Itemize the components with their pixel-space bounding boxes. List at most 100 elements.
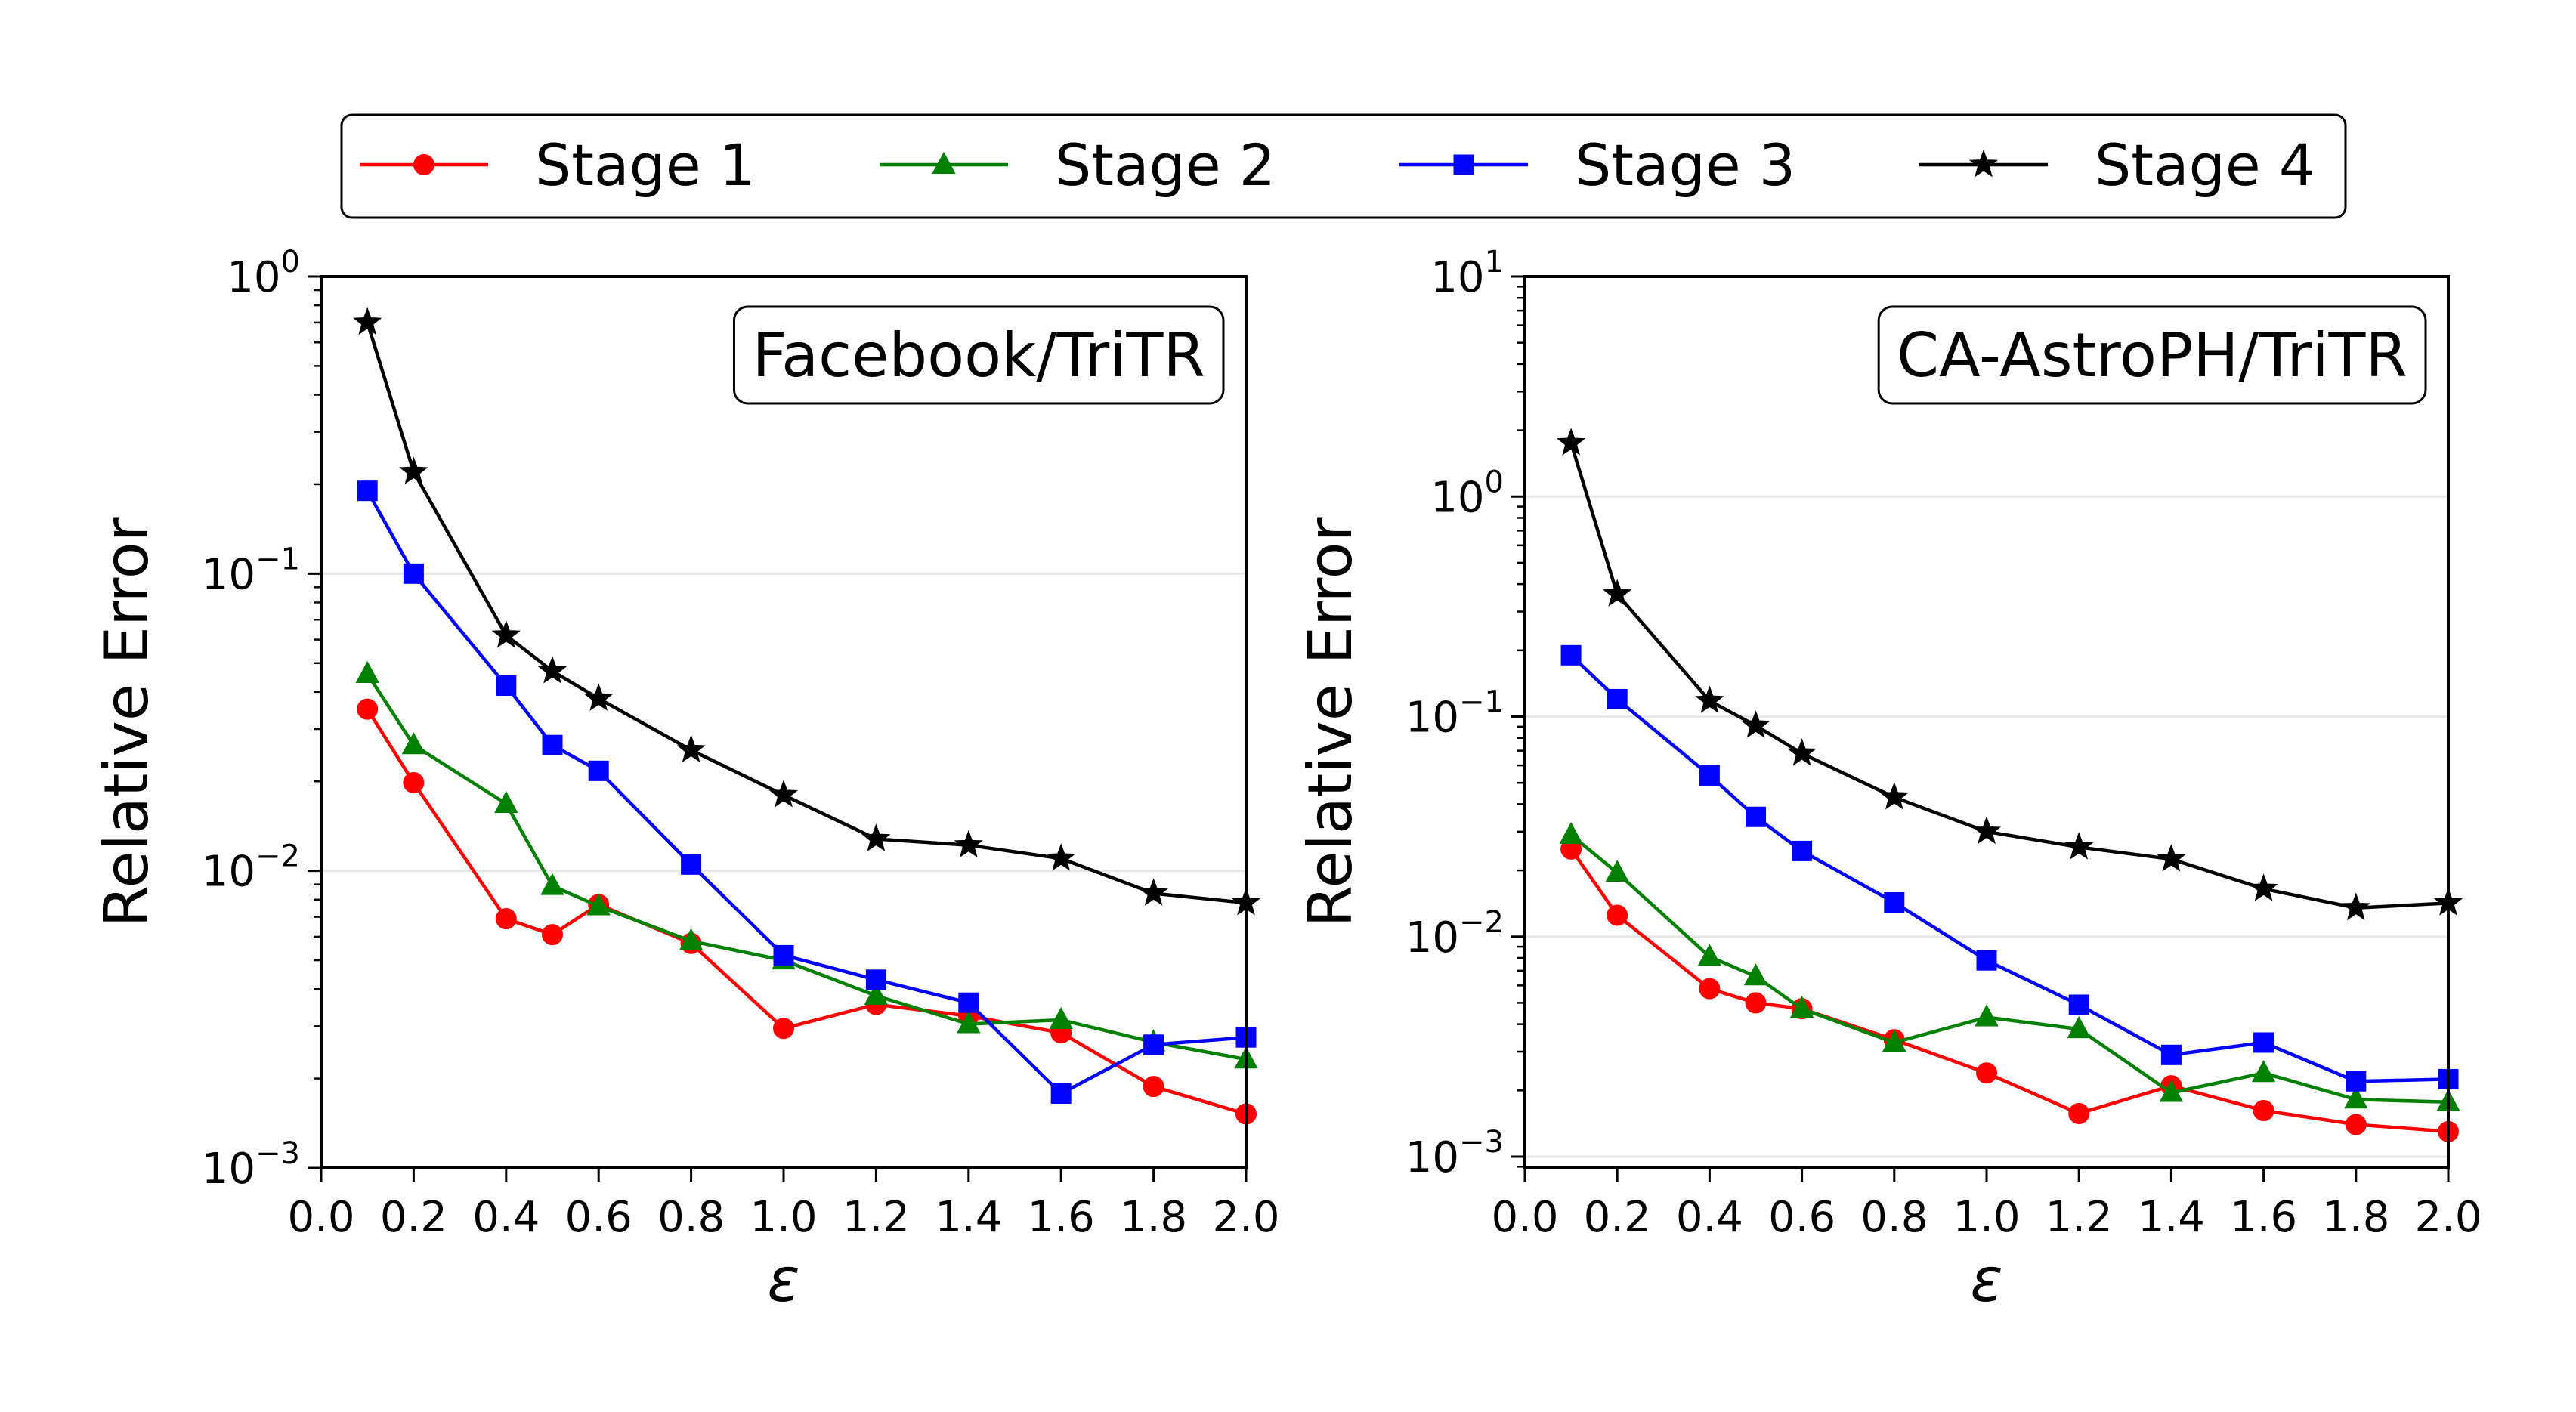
data-point: [537, 656, 567, 684]
data-point: [542, 734, 563, 755]
data-point: [679, 928, 704, 950]
data-point: [2341, 892, 2370, 921]
x-tick-label: 0.0: [287, 1193, 354, 1242]
data-point: [1049, 1006, 1073, 1029]
data-point: [357, 698, 379, 720]
series-line-2: [366, 672, 1247, 1061]
legend-item-3: Stage 3: [1399, 131, 1795, 199]
x-tick-label: 1.4: [2138, 1193, 2205, 1242]
data-point: [1882, 1029, 1906, 1052]
data-point: [1976, 1062, 1997, 1084]
data-point: [1745, 992, 1767, 1014]
data-point: [586, 893, 611, 916]
y-axis-label: Relative Error: [91, 517, 162, 927]
legend-marker: [1453, 154, 1474, 175]
data-point: [584, 683, 614, 711]
x-tick-label: 0.4: [1676, 1193, 1743, 1242]
data-point: [2346, 1071, 2367, 1092]
data-point: [1792, 840, 1813, 861]
data-point: [1976, 950, 1997, 971]
data-point: [2249, 873, 2278, 901]
data-point: [1971, 816, 2002, 845]
data-point: [2251, 1060, 2276, 1083]
panel-title: CA-AstroPH/TriTR: [1897, 320, 2407, 391]
legend-marker: [932, 151, 956, 174]
data-point: [1741, 710, 1770, 738]
data-point: [2159, 1080, 2184, 1102]
data-point: [1560, 644, 1582, 666]
legend-label: Stage 4: [2095, 131, 2315, 199]
legend-marker: [413, 154, 434, 175]
data-point: [1695, 685, 1724, 713]
data-point: [1603, 579, 1632, 607]
data-point: [768, 780, 799, 808]
legend-item-1: Stage 1: [360, 131, 756, 199]
x-axis-label: ε: [767, 1245, 799, 1315]
x-tick-label: 1.2: [843, 1193, 910, 1242]
legend-label: Stage 1: [535, 131, 756, 199]
data-point: [2160, 1044, 2182, 1065]
data-point: [957, 1011, 981, 1034]
data-point: [2157, 844, 2186, 872]
plot-frame: [320, 275, 1248, 1169]
legend-marker: [1968, 149, 1999, 178]
data-point: [681, 854, 702, 875]
data-point: [864, 982, 889, 1005]
data-point: [1607, 904, 1628, 926]
data-point: [1787, 738, 1817, 766]
series-line-2: [1569, 833, 2449, 1105]
data-point: [588, 760, 609, 781]
data-point: [773, 944, 794, 966]
series-line-1: [366, 708, 1247, 1116]
data-point: [1746, 806, 1766, 827]
y-tick-label: 10−3: [1406, 1125, 1504, 1182]
data-point: [2345, 1114, 2367, 1135]
data-point: [495, 908, 517, 930]
series-line-3: [1569, 653, 2449, 1083]
data-point: [1975, 1004, 1999, 1027]
legend-box: [340, 113, 2347, 219]
y-tick-label: 100: [1430, 465, 1504, 522]
data-point: [1743, 963, 1768, 986]
x-tick-label: 1.0: [750, 1193, 817, 1242]
panel-title: Facebook/TriTR: [752, 320, 1205, 391]
data-point: [1607, 688, 1628, 709]
data-point: [1556, 428, 1586, 456]
legend-item-2: Stage 2: [880, 131, 1276, 199]
data-point: [954, 830, 983, 858]
x-tick-label: 0.6: [565, 1193, 632, 1242]
panel-title-box: [1877, 305, 2427, 405]
data-point: [1789, 996, 1814, 1018]
data-point: [491, 619, 521, 648]
panel-title-box: [732, 305, 1225, 405]
x-tick-label: 2.0: [2414, 1193, 2482, 1242]
data-point: [861, 823, 891, 851]
data-point: [399, 456, 428, 484]
data-point: [357, 480, 378, 502]
data-point: [403, 563, 424, 584]
data-point: [2068, 994, 2089, 1015]
x-tick-label: 0.2: [380, 1193, 447, 1242]
series-line-4: [366, 322, 1247, 905]
x-tick-label: 1.8: [1120, 1193, 1187, 1242]
x-tick-label: 1.6: [2230, 1193, 2297, 1242]
x-tick-label: 2.0: [1212, 1193, 1279, 1242]
data-point: [1699, 978, 1721, 1000]
data-point: [494, 790, 518, 814]
data-point: [353, 307, 382, 335]
x-tick-label: 1.6: [1028, 1193, 1095, 1242]
y-tick-label: 10−3: [202, 1136, 300, 1194]
data-point: [865, 969, 886, 990]
x-tick-label: 0.8: [657, 1193, 725, 1242]
x-tick-label: 0.0: [1491, 1193, 1558, 1242]
chart-panel-2: 101 100 10−1 10−2 10−3 0.0 0.2 0.4 0.6 0.8 1.0 1.2 1…: [1295, 245, 2482, 1315]
data-point: [2253, 1099, 2274, 1121]
data-point: [496, 675, 517, 697]
y-axis-label: Relative Error: [1295, 517, 1365, 927]
x-tick-label: 1.2: [2046, 1193, 2113, 1242]
data-point: [401, 732, 426, 755]
data-point: [1143, 1076, 1164, 1098]
data-point: [2253, 1032, 2274, 1053]
data-point: [1050, 1083, 1072, 1105]
